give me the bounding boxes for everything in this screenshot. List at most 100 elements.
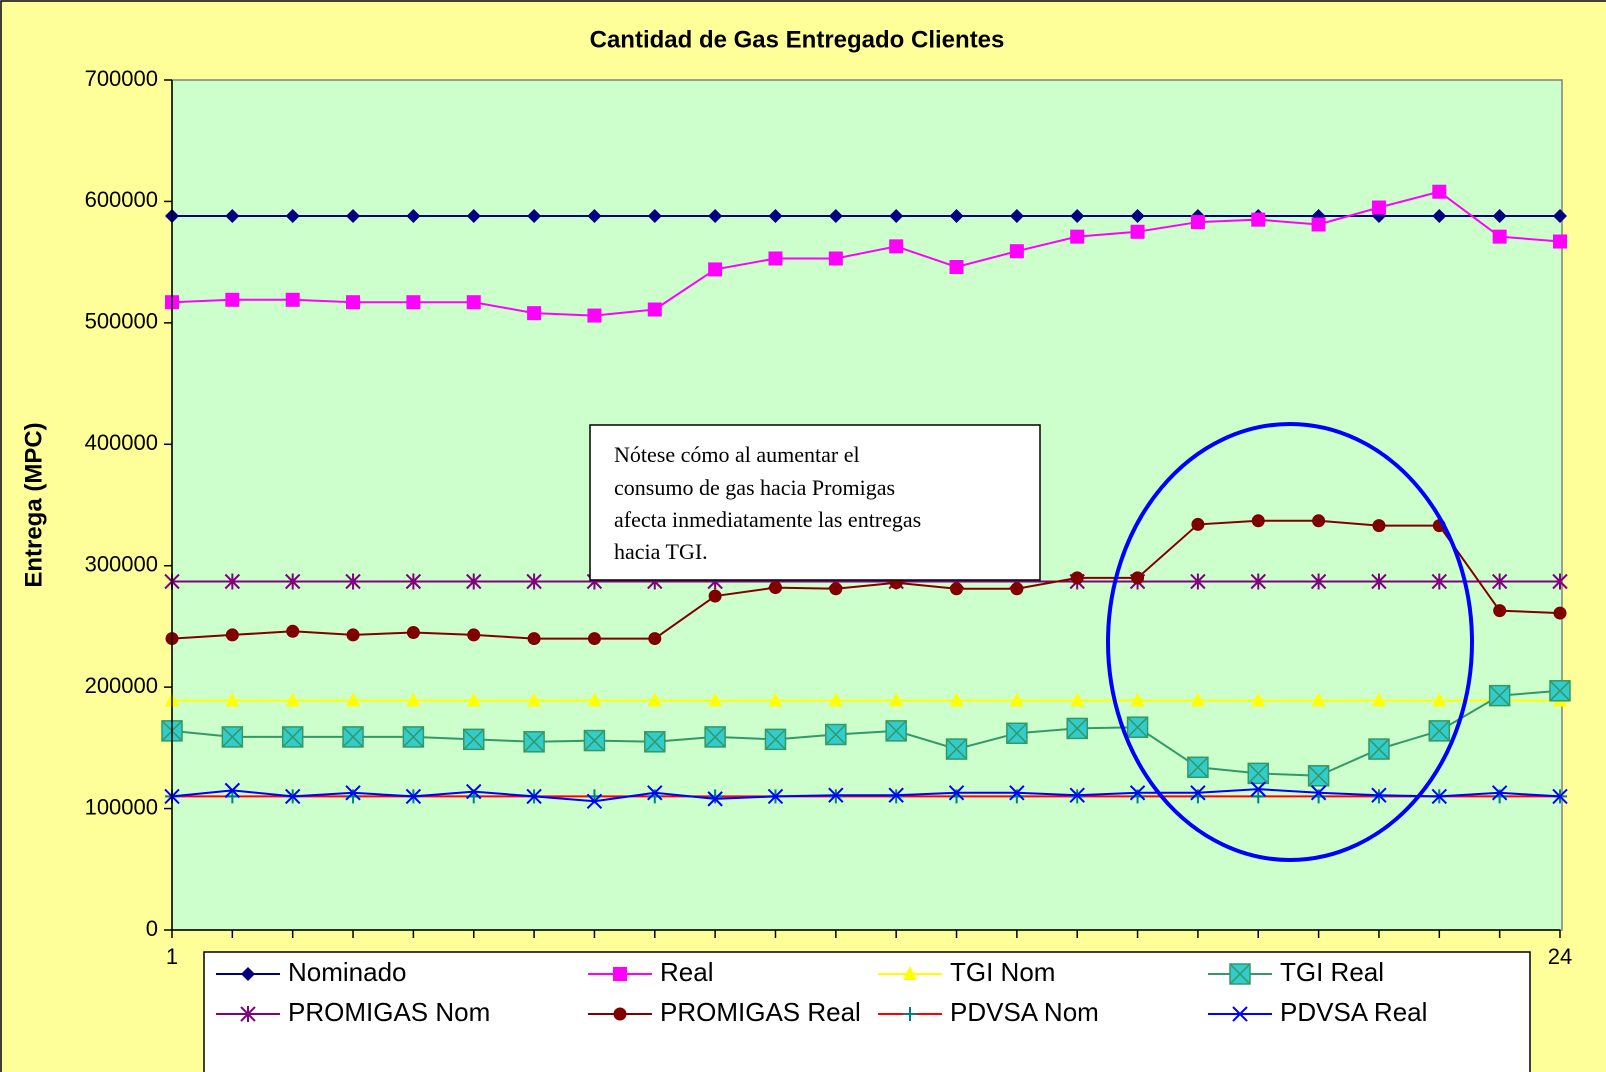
marker — [1311, 217, 1326, 232]
marker-part — [587, 692, 602, 707]
marker-part — [240, 1006, 256, 1022]
legend-label: PDVSA Nom — [950, 997, 1099, 1027]
annotation-line: Nótese cómo al aumentar el — [614, 442, 860, 467]
marker — [466, 783, 482, 800]
marker-part — [1310, 573, 1327, 590]
marker-part — [1552, 573, 1568, 590]
marker — [950, 582, 964, 596]
marker-part — [828, 209, 843, 223]
marker-part — [613, 1007, 627, 1021]
marker — [828, 787, 844, 803]
series-line — [171, 519, 1561, 640]
marker — [885, 720, 907, 742]
marker — [1371, 573, 1387, 590]
marker-part — [948, 785, 965, 801]
marker — [1312, 514, 1326, 528]
chart-title: Cantidad de Gas Entregado Clientes — [590, 26, 1005, 53]
y-tick-label: 100000 — [85, 794, 158, 819]
marker — [764, 728, 787, 751]
y-tick-label: 300000 — [85, 552, 158, 577]
marker — [828, 209, 843, 223]
marker-part — [1368, 738, 1390, 760]
highlight-ellipse — [1106, 422, 1474, 862]
marker — [949, 209, 964, 223]
legend-label: TGI Real — [1280, 957, 1384, 987]
marker — [1009, 209, 1024, 223]
marker — [613, 1007, 627, 1021]
y-tick-label: 700000 — [85, 66, 158, 91]
marker — [767, 788, 784, 805]
marker — [406, 692, 421, 707]
marker-part — [825, 723, 847, 746]
annotation-box — [589, 424, 1041, 581]
marker — [1552, 573, 1568, 590]
marker — [1251, 514, 1265, 528]
marker — [345, 785, 361, 801]
marker-part — [768, 209, 783, 223]
marker — [1493, 604, 1507, 618]
marker — [406, 209, 421, 223]
marker — [406, 626, 420, 639]
marker — [1251, 789, 1266, 804]
marker — [1492, 229, 1507, 244]
marker — [948, 785, 965, 801]
marker-part — [1190, 692, 1205, 707]
marker — [221, 726, 244, 748]
marker-part — [406, 692, 421, 707]
marker — [225, 692, 240, 707]
marker — [1070, 209, 1085, 223]
legend-label: Nominado — [288, 957, 407, 987]
annotation-line: hacia TGI. — [614, 539, 708, 564]
marker-part — [1432, 184, 1447, 199]
marker-part — [828, 787, 844, 803]
marker-part — [1549, 680, 1571, 702]
marker — [285, 292, 300, 307]
marker — [225, 628, 239, 642]
marker-part — [708, 589, 722, 603]
marker-part — [945, 738, 968, 760]
marker-part — [284, 788, 301, 805]
marker-part — [285, 209, 300, 223]
marker — [708, 589, 722, 603]
marker-part — [1070, 229, 1085, 244]
marker — [281, 726, 304, 748]
marker — [1130, 224, 1145, 239]
marker-part — [764, 728, 787, 750]
marker — [225, 209, 240, 223]
marker — [1009, 785, 1025, 801]
marker-part — [527, 692, 542, 707]
y-tick-label: 0 — [146, 916, 158, 941]
marker-part — [829, 582, 843, 596]
marker-part — [1251, 692, 1266, 707]
series-line — [171, 788, 1561, 803]
marker — [708, 692, 723, 707]
marker-part — [1127, 716, 1149, 738]
marker-part — [708, 262, 723, 277]
marker — [1553, 209, 1567, 223]
marker-part — [1009, 244, 1024, 259]
marker-part — [225, 628, 239, 642]
marker — [1190, 215, 1205, 230]
marker — [828, 692, 843, 707]
marker-part — [889, 209, 904, 223]
marker-part — [1431, 788, 1448, 805]
legend-item: PROMIGAS Nom — [216, 997, 490, 1027]
marker — [704, 726, 726, 748]
marker-part — [345, 573, 361, 590]
marker-part — [1371, 787, 1387, 803]
marker-part — [889, 692, 904, 707]
marker-part — [949, 209, 964, 223]
marker-part — [346, 209, 361, 223]
marker — [1131, 571, 1145, 585]
marker — [1371, 200, 1386, 215]
marker-part — [346, 628, 360, 642]
marker — [828, 251, 843, 266]
marker-part — [527, 306, 542, 321]
marker — [1190, 692, 1205, 707]
marker — [903, 1007, 917, 1021]
marker-part — [225, 292, 240, 307]
marker — [1126, 716, 1149, 738]
marker — [903, 966, 917, 980]
marker-part — [1191, 517, 1205, 531]
marker-part — [1129, 785, 1146, 801]
